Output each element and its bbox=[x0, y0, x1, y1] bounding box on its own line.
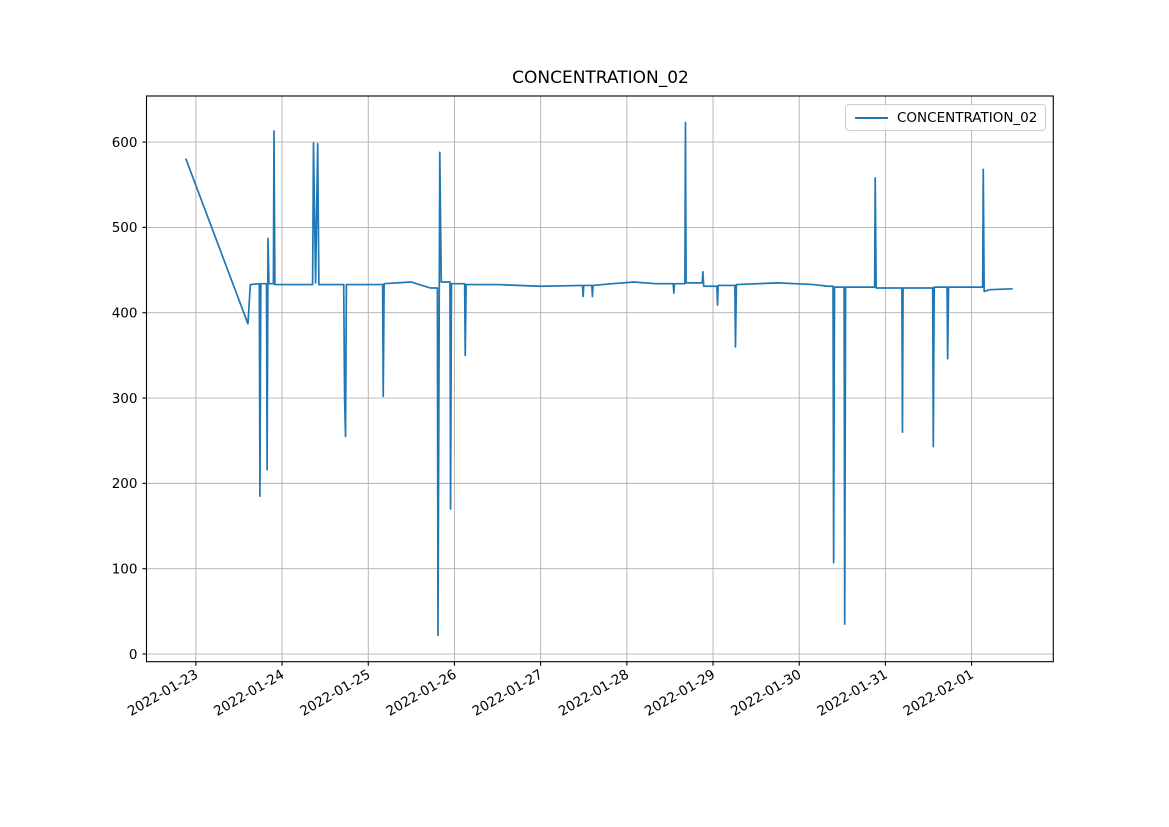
legend-line-sample bbox=[855, 116, 888, 119]
x-tick-label: 2022-01-24 bbox=[211, 667, 287, 720]
x-tick-label: 2022-01-27 bbox=[470, 667, 546, 720]
legend: CONCENTRATION_02 bbox=[845, 104, 1046, 131]
y-tick-label: 0 bbox=[129, 647, 138, 663]
y-tick-label: 200 bbox=[112, 476, 138, 492]
chart-title: CONCENTRATION_02 bbox=[512, 68, 689, 88]
series-line bbox=[185, 121, 1013, 637]
x-tick-label: 2022-02-01 bbox=[901, 667, 977, 720]
x-tick-label: 2022-01-30 bbox=[728, 667, 804, 720]
y-tick-label: 300 bbox=[112, 391, 138, 407]
y-tick-label: 500 bbox=[112, 220, 138, 236]
legend-label: CONCENTRATION_02 bbox=[897, 109, 1038, 126]
y-tick-label: 100 bbox=[112, 561, 138, 577]
y-tick-label: 400 bbox=[112, 306, 138, 322]
x-tick-label: 2022-01-23 bbox=[125, 667, 201, 720]
x-tick-label: 2022-01-31 bbox=[814, 667, 890, 720]
x-tick-label: 2022-01-26 bbox=[384, 667, 460, 720]
x-tick-label: 2022-01-25 bbox=[297, 667, 373, 720]
x-tick-label: 2022-01-29 bbox=[642, 667, 718, 720]
axes-spines bbox=[145, 95, 1054, 663]
x-tick-label: 2022-01-28 bbox=[556, 667, 632, 720]
y-tick-label: 600 bbox=[112, 135, 138, 151]
